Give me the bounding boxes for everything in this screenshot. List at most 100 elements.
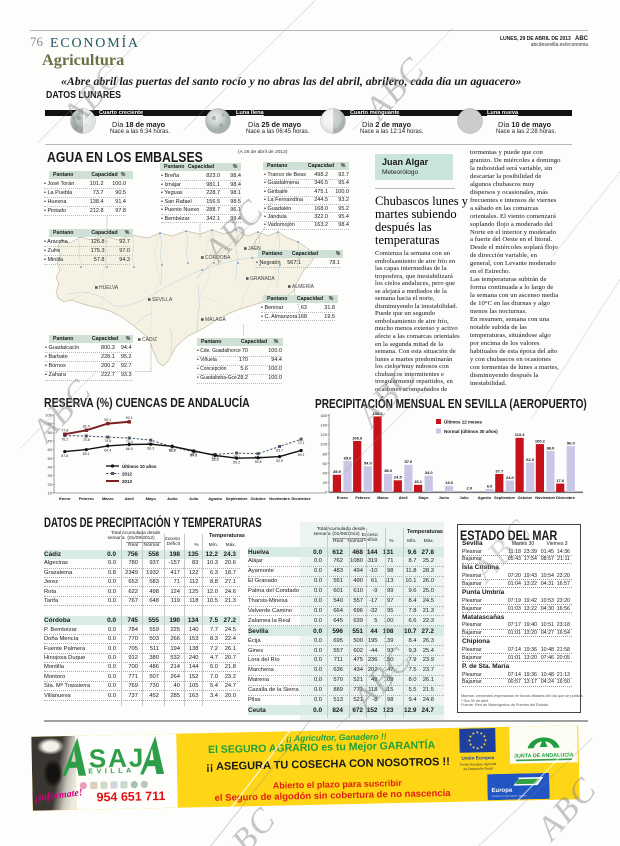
- svg-text:60: 60: [48, 447, 53, 452]
- svg-text:96.0: 96.0: [567, 441, 576, 446]
- svg-text:Junio: Junio: [167, 496, 178, 501]
- svg-text:de Desarrollo Rural: de Desarrollo Rural: [463, 767, 493, 772]
- svg-text:54.5: 54.5: [212, 456, 219, 460]
- svg-text:63.2: 63.2: [169, 449, 176, 453]
- svg-text:54.0: 54.0: [364, 461, 373, 466]
- svg-text:15.1: 15.1: [414, 479, 423, 484]
- svg-text:Diciembre: Diciembre: [291, 496, 311, 501]
- svg-text:Julio: Julio: [189, 496, 199, 501]
- svg-text:GRANADA: GRANADA: [250, 276, 275, 282]
- svg-text:2013: 2013: [122, 479, 133, 484]
- svg-text:58.7: 58.7: [190, 453, 197, 457]
- svg-text:158.2: 158.2: [372, 411, 383, 416]
- svg-text:160: 160: [320, 413, 327, 418]
- svg-text:Abril: Abril: [399, 495, 408, 500]
- svg-text:76.2: 76.2: [61, 437, 68, 441]
- svg-text:invierte en las zonas rurales: invierte en las zonas rurales: [492, 793, 528, 798]
- svg-text:30: 30: [48, 473, 53, 478]
- svg-text:73.4: 73.4: [126, 440, 133, 444]
- svg-text:Noviembre: Noviembre: [269, 496, 290, 501]
- svg-text:Mayo: Mayo: [146, 496, 157, 501]
- svg-text:24.0: 24.0: [506, 475, 515, 480]
- svg-text:Mayo: Mayo: [419, 495, 430, 500]
- svg-text:65.0: 65.0: [344, 455, 353, 460]
- svg-text:Octubre: Octubre: [518, 495, 534, 500]
- svg-text:60: 60: [323, 461, 328, 466]
- svg-text:77.8: 77.8: [61, 429, 68, 433]
- svg-text:Enero: Enero: [59, 496, 71, 501]
- svg-text:CÁDIZ: CÁDIZ: [142, 336, 157, 343]
- svg-text:140: 140: [320, 423, 327, 428]
- svg-text:66.3: 66.3: [147, 447, 154, 451]
- svg-text:Fondo Europeo Agrícola: Fondo Europeo Agrícola: [460, 762, 497, 767]
- svg-text:106.6: 106.6: [352, 435, 363, 440]
- svg-text:34.0: 34.0: [425, 470, 434, 475]
- svg-text:17.6: 17.6: [556, 478, 565, 483]
- svg-text:Marzo: Marzo: [377, 495, 389, 500]
- svg-text:80: 80: [323, 451, 328, 456]
- svg-text:Julio: Julio: [460, 495, 470, 500]
- svg-text:Unión Europea: Unión Europea: [461, 755, 494, 761]
- svg-text:100: 100: [45, 413, 52, 418]
- svg-text:24.5: 24.5: [394, 475, 403, 480]
- svg-text:JUNTA DE ANDALUCÍA: JUNTA DE ANDALUCÍA: [514, 750, 574, 759]
- svg-text:Febrero: Febrero: [355, 495, 370, 500]
- svg-text:50.2: 50.2: [233, 461, 240, 465]
- svg-text:38.0: 38.0: [384, 468, 393, 473]
- svg-text:86.0: 86.0: [547, 445, 556, 450]
- svg-text:Septiembre: Septiembre: [226, 496, 249, 501]
- svg-text:63.7: 63.7: [276, 448, 283, 452]
- svg-text:Enero: Enero: [337, 495, 349, 500]
- svg-text:62.0: 62.0: [526, 457, 535, 462]
- svg-text:40: 40: [323, 470, 328, 475]
- svg-text:Agosto: Agosto: [208, 496, 222, 501]
- svg-text:ALMERÍA: ALMERÍA: [292, 283, 315, 290]
- svg-text:Octubre: Octubre: [250, 496, 266, 501]
- svg-text:57.0: 57.0: [405, 459, 414, 464]
- svg-text:CÓRDOBA: CÓRDOBA: [205, 254, 231, 261]
- svg-text:37.7: 37.7: [495, 468, 504, 473]
- svg-text:JAÉN: JAÉN: [248, 245, 261, 252]
- svg-text:72.1: 72.1: [298, 441, 305, 445]
- svg-text:35.9: 35.9: [333, 469, 342, 474]
- svg-text:2.0: 2.0: [467, 485, 473, 490]
- svg-text:Normal (últimos 30 años): Normal (últimos 30 años): [444, 429, 498, 434]
- svg-text:Abril: Abril: [125, 496, 134, 501]
- svg-text:Últimos 10 años: Últimos 10 años: [122, 463, 157, 469]
- svg-text:66.0: 66.0: [126, 447, 133, 451]
- svg-text:Febrero: Febrero: [79, 496, 94, 501]
- svg-text:120: 120: [320, 432, 327, 437]
- svg-text:MÁLAGA: MÁLAGA: [205, 316, 227, 323]
- svg-text:52.0: 52.0: [276, 459, 283, 463]
- svg-text:57.5: 57.5: [190, 454, 197, 458]
- svg-text:75.8: 75.8: [83, 438, 90, 442]
- svg-text:50: 50: [48, 456, 53, 461]
- svg-text:Agosto: Agosto: [478, 495, 492, 500]
- svg-text:10: 10: [48, 491, 53, 496]
- svg-text:13.0: 13.0: [445, 480, 454, 485]
- svg-text:100.2: 100.2: [535, 439, 546, 444]
- svg-text:57.8: 57.8: [61, 454, 68, 458]
- svg-text:Últimos 12 meses: Últimos 12 meses: [444, 419, 483, 425]
- svg-text:SAJ: SAJ: [88, 742, 145, 773]
- svg-text:Junio: Junio: [439, 495, 450, 500]
- svg-text:6.0: 6.0: [487, 484, 493, 489]
- svg-text:Diciembre: Diciembre: [556, 495, 576, 500]
- svg-text:2012: 2012: [122, 471, 133, 476]
- svg-text:HUELVA: HUELVA: [99, 285, 119, 291]
- svg-text:60.1: 60.1: [83, 452, 90, 456]
- svg-text:64.4: 64.4: [104, 448, 111, 452]
- svg-text:Noviembre: Noviembre: [535, 495, 556, 500]
- svg-text:92.1: 92.1: [126, 416, 133, 420]
- svg-text:0: 0: [325, 490, 328, 495]
- svg-text:Marzo: Marzo: [102, 496, 114, 501]
- svg-text:80: 80: [48, 430, 53, 435]
- svg-text:74.5: 74.5: [104, 439, 111, 443]
- svg-text:90: 90: [48, 421, 53, 426]
- svg-text:59.1: 59.1: [298, 453, 305, 457]
- svg-text:70: 70: [48, 439, 53, 444]
- svg-text:113.4: 113.4: [515, 432, 526, 437]
- svg-text:63.9: 63.9: [169, 449, 176, 453]
- svg-text:100: 100: [320, 442, 327, 447]
- svg-text:20: 20: [323, 480, 328, 485]
